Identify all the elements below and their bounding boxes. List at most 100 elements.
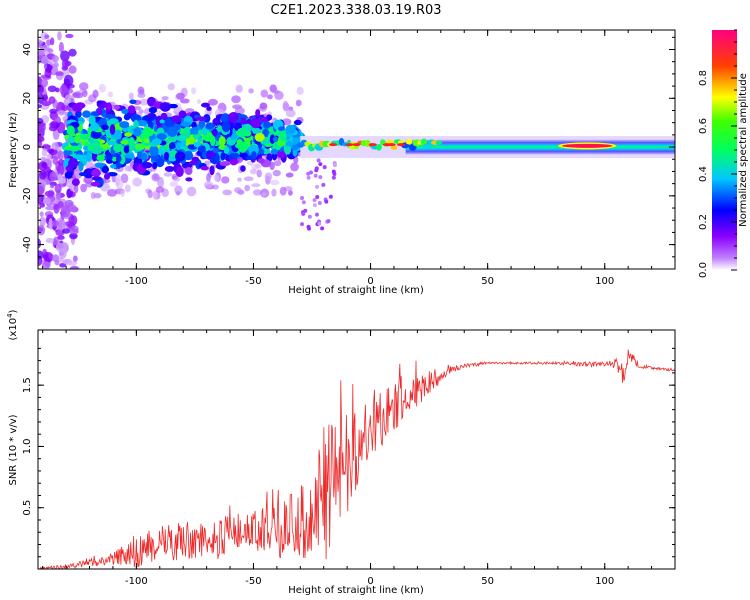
spectrogram-noise-cell bbox=[38, 49, 45, 56]
spectrogram-scatter-cell bbox=[69, 145, 81, 152]
spectrogram-noise-cell bbox=[39, 216, 46, 227]
spectrogram-scatter-cell bbox=[197, 129, 203, 135]
spectrogram-halo-cell bbox=[124, 184, 131, 193]
spectrogram-noise-cell bbox=[55, 242, 64, 252]
spectrogram-halo-cell bbox=[269, 179, 280, 186]
y-tick-label: 40 bbox=[22, 43, 33, 56]
y-tick-label: -20 bbox=[22, 188, 33, 204]
spectrogram-scatter-cell bbox=[156, 133, 167, 141]
spectrogram-scatter-cell bbox=[78, 172, 88, 177]
spectrogram-scatter-cell bbox=[86, 152, 93, 162]
spectrogram-scatter-cell bbox=[148, 106, 158, 114]
spectrogram-noise-cell bbox=[47, 48, 54, 53]
spectrogram-scatter-cell bbox=[185, 177, 193, 182]
x-tick-label: 100 bbox=[595, 276, 614, 287]
snr-plot bbox=[38, 349, 675, 569]
spectrogram-scatter-cell bbox=[250, 117, 262, 129]
spectrogram-scatter-cell bbox=[209, 165, 215, 176]
snr-y-label: SNR (10 * v/v) bbox=[8, 414, 19, 485]
spectrogram-scatter-cell bbox=[269, 134, 276, 145]
spectrogram-noise-cell bbox=[50, 183, 55, 189]
spectrogram-hot-cell bbox=[345, 143, 354, 147]
spectrogram-scatter-cell bbox=[155, 157, 165, 168]
spectrogram-halo-cell bbox=[72, 169, 83, 180]
spectrogram-noise-cell bbox=[38, 238, 42, 249]
spectrogram-halo-cell bbox=[206, 172, 211, 183]
spectrogram-noise-cell bbox=[48, 96, 56, 104]
spectrogram-scatter-cell bbox=[272, 136, 279, 142]
spectrogram-halo-cell bbox=[186, 186, 197, 197]
spectrogram-noise-cell bbox=[69, 232, 78, 240]
spectrogram-scatter-cell bbox=[133, 119, 139, 130]
spectrogram-hot-cell bbox=[396, 143, 405, 147]
spectrogram-halo-cell bbox=[288, 190, 293, 196]
spectrogram-halo-cell bbox=[203, 181, 214, 189]
spectrogram-scatter-cell bbox=[315, 194, 320, 199]
spectrogram-scatter-cell bbox=[318, 162, 323, 167]
spectrogram-scatter-cell bbox=[320, 226, 325, 231]
spectrogram-scatter-cell bbox=[314, 166, 319, 171]
spectrogram-halo-cell bbox=[107, 189, 118, 197]
spectrogram-scatter-cell bbox=[127, 105, 136, 114]
spectrogram-scatter-cell bbox=[91, 168, 101, 178]
snr-x-label: Height of straight line (km) bbox=[288, 585, 424, 596]
spectrogram-scatter-cell bbox=[66, 125, 75, 136]
spectrogram-scatter-cell bbox=[124, 153, 135, 159]
spectrogram-halo-cell bbox=[251, 183, 261, 188]
spectrogram-scatter-cell bbox=[116, 154, 122, 163]
spectrogram-scatter-cell bbox=[300, 222, 305, 227]
colorbar-gradient bbox=[712, 30, 737, 270]
spectrogram-noise-cell bbox=[57, 159, 65, 166]
x-tick-label: -50 bbox=[245, 576, 261, 587]
spectrogram-scatter-cell bbox=[101, 124, 109, 131]
spectrogram-scatter-cell bbox=[262, 128, 270, 137]
spectrogram-scatter-cell bbox=[301, 200, 306, 205]
spectrogram-scatter-cell bbox=[215, 127, 222, 132]
spectrogram-scatter-cell bbox=[164, 165, 175, 172]
spectrogram-scatter-cell bbox=[331, 175, 336, 180]
spectrogram-halo-cell bbox=[185, 108, 195, 114]
spectrogram-y-label: Frequency (Hz) bbox=[8, 112, 19, 188]
spectrogram-scatter-cell bbox=[190, 127, 200, 135]
spectrogram-scatter-cell bbox=[211, 128, 218, 137]
spectrogram-halo-cell bbox=[147, 189, 153, 199]
spectrogram-halo-cell bbox=[285, 172, 294, 178]
spectrogram-scatter-cell bbox=[220, 151, 226, 161]
spectrogram-noise-cell bbox=[50, 37, 55, 46]
spectrogram-scatter-cell bbox=[178, 110, 187, 119]
spectrogram-scatter-cell bbox=[218, 136, 226, 146]
spectrogram-halo-cell bbox=[167, 83, 175, 91]
spectrogram-panel: -100 -50 0 50 100 -40 -20 0 20 40 Height of stra… bbox=[8, 29, 676, 296]
spectrogram-halo-cell bbox=[266, 94, 273, 100]
spectrogram-scatter-cell bbox=[129, 99, 137, 104]
spectrogram-halo-cell bbox=[190, 87, 197, 95]
spectrogram-halo-cell bbox=[85, 180, 94, 188]
spectrogram-noise-cell bbox=[38, 250, 44, 260]
spectrogram-y-axis: -40 -20 0 20 40 bbox=[22, 36, 675, 270]
spectrogram-scatter-cell bbox=[306, 171, 311, 176]
spectrogram-noise-cell bbox=[55, 71, 64, 76]
spectrogram-scatter-cell bbox=[141, 152, 148, 161]
spectrogram-hot-cell bbox=[387, 143, 396, 147]
spectrogram-scatter-cell bbox=[96, 100, 103, 105]
spectrogram-noise-cell bbox=[47, 148, 55, 154]
spectrogram-scatter-cell bbox=[184, 166, 193, 175]
spectrogram-scatter-cell bbox=[91, 148, 102, 155]
spectrogram-scatter-cell bbox=[206, 150, 212, 160]
spectrogram-scatter-cell bbox=[101, 165, 110, 174]
colorbar: 0.0 0.2 0.4 0.6 0.8 Normalized spectral ampl… bbox=[698, 29, 749, 278]
spectrogram-halo-cell bbox=[252, 189, 262, 196]
spectrogram-noise-cell bbox=[39, 169, 47, 180]
spectrogram-halo-cell bbox=[272, 169, 281, 177]
spectrogram-scatter-cell bbox=[318, 175, 323, 180]
spectrogram-scatter-cell bbox=[205, 122, 215, 130]
spectrogram-noise-cell bbox=[48, 217, 53, 230]
spectrogram-scatter-cell bbox=[90, 122, 100, 132]
spectrogram-halo-cell bbox=[65, 88, 74, 94]
colorbar-axis: 0.0 0.2 0.4 0.6 0.8 bbox=[698, 29, 737, 278]
spectrogram-noise-cell bbox=[43, 197, 51, 205]
spectrogram-scatter-cell bbox=[306, 175, 311, 180]
spectrogram-scatter-cell bbox=[317, 221, 322, 226]
spectrogram-noise-cell bbox=[62, 228, 71, 234]
spectrogram-noise-cell bbox=[49, 121, 57, 129]
